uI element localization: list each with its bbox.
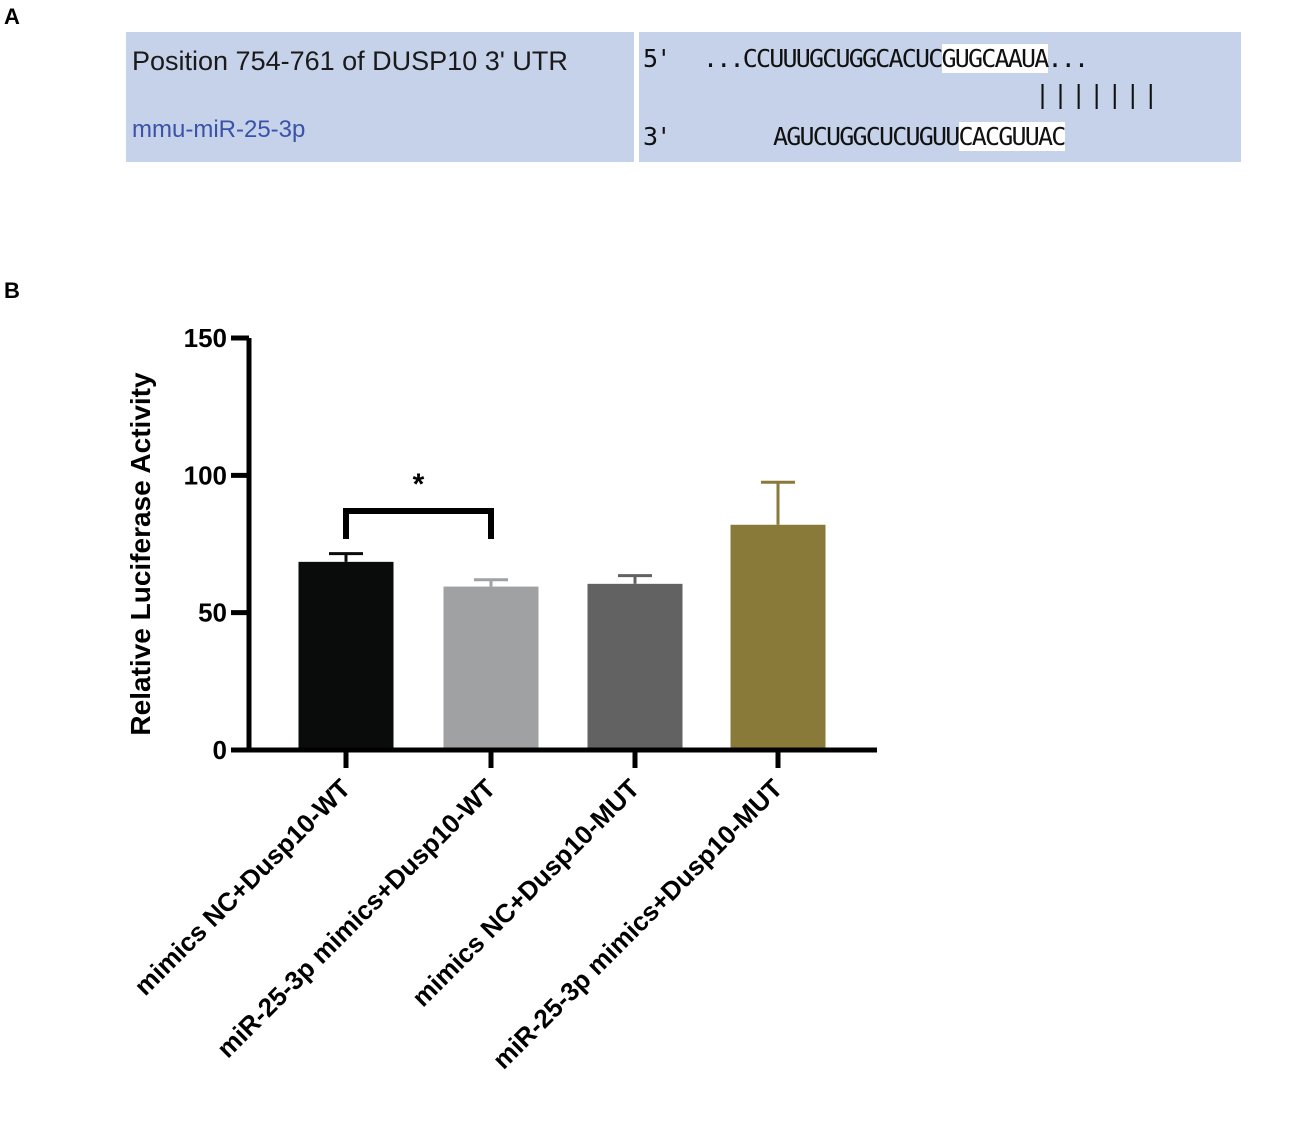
significance-marker: *: [413, 468, 425, 501]
target-site-label: Position 754-761 of DUSP10 3' UTR: [132, 46, 568, 76]
y-axis-title: Relative Luciferase Activity: [125, 372, 156, 736]
bar: [298, 561, 394, 750]
bar: [443, 586, 539, 750]
x-tick-label: miR-25-3p mimics+Dusp10-WT: [211, 773, 501, 1063]
bar: [587, 583, 683, 750]
base-pairing-lines: |||||||: [1035, 80, 1162, 109]
bar: [730, 524, 826, 750]
utr-sequence-prefix: ...CCUUUGCUGGCACUC: [703, 44, 943, 73]
mirna-sequence: AGUCUGGCUCUGUUCACGUUAC: [773, 122, 1066, 151]
y-tick-label: 100: [184, 460, 227, 490]
utr-sequence-suffix: ...: [1047, 44, 1090, 73]
alignment-sequence-cell: 5' ...CCUUUGCUGGCACUCGUGCAAUA... |||||||…: [639, 32, 1241, 162]
alignment-name-cell: Position 754-761 of DUSP10 3' UTR mmu-mi…: [126, 32, 634, 162]
x-tick-label: miR-25-3p mimics+Dusp10-MUT: [487, 773, 789, 1075]
y-tick-label: 0: [213, 735, 227, 765]
mirna-seed-region: CACGUUAC: [958, 122, 1066, 151]
panel-label-a: A: [4, 4, 20, 29]
y-tick-label: 50: [198, 598, 227, 628]
utr-seed-region: GUGCAAUA: [941, 44, 1049, 73]
x-tick-label: mimics NC+Dusp10-MUT: [406, 773, 645, 1012]
significance-bracket: [343, 508, 494, 539]
panel-label-b: B: [4, 278, 20, 303]
mirna-sequence-prefix: AGUCUGGCUCUGUU: [773, 122, 960, 151]
utr-sequence: ...CCUUUGCUGGCACUCGUGCAAUA...: [703, 44, 1090, 73]
mirna-prime-label: 3': [643, 122, 671, 151]
mirna-label: mmu-miR-25-3p: [132, 116, 306, 143]
utr-prime-label: 5': [643, 44, 671, 73]
y-tick-label: 150: [184, 323, 227, 353]
